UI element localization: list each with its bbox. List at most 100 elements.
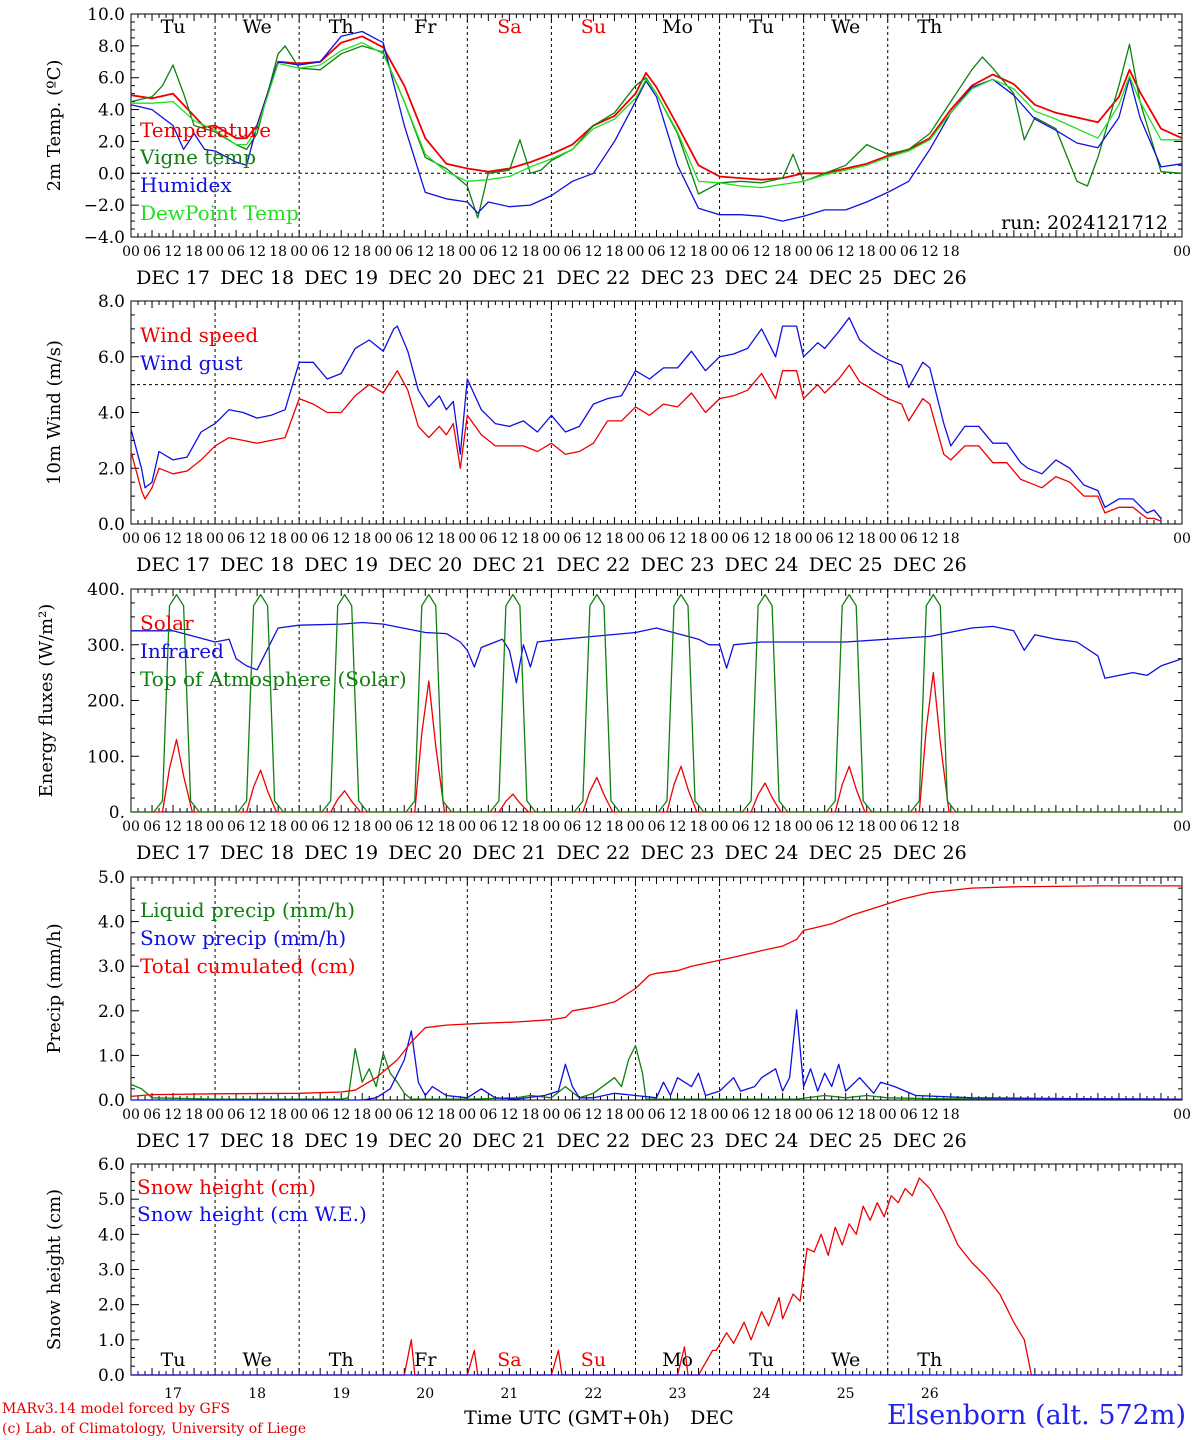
date-label: DEC 25 — [809, 267, 883, 289]
hour-tick-label: 18 — [858, 244, 876, 260]
y-axis-label: Energy fluxes (W/m²) — [36, 604, 57, 798]
model-credit: MARv3.14 model forced by GFS — [2, 1401, 231, 1417]
hour-tick-label: 00 — [1173, 244, 1191, 260]
hour-tick-label: 18 — [690, 244, 708, 260]
date-label: DEC 17 — [136, 842, 210, 864]
weekday-label: Th — [917, 1349, 942, 1371]
hour-tick-label: 06 — [900, 819, 918, 835]
hour-tick-label: 06 — [564, 531, 582, 547]
day-number-label: 18 — [248, 1386, 266, 1402]
series-line-wind-speed — [130, 364, 1162, 522]
legend-entry: Snow height (cm W.E.) — [137, 1202, 367, 1226]
y-tick-label: −2.0 — [84, 196, 125, 216]
hour-tick-label: 06 — [648, 531, 666, 547]
hour-tick-label: 00 — [795, 531, 813, 547]
series-line-infrared — [131, 621, 1183, 684]
hour-tick-label: 18 — [521, 1107, 539, 1123]
date-label: DEC 20 — [388, 554, 462, 576]
lab-credit: (c) Lab. of Climatology, University of L… — [2, 1421, 307, 1437]
hour-tick-label: 06 — [732, 244, 750, 260]
hour-tick-label: 06 — [311, 531, 329, 547]
y-tick-label: 3.0 — [98, 957, 125, 977]
weekday-label: Th — [329, 1349, 354, 1371]
y-tick-label: 4.0 — [98, 913, 125, 933]
hour-tick-label: 18 — [606, 1107, 624, 1123]
hour-tick-label: 06 — [143, 819, 161, 835]
hour-tick-label: 00 — [795, 244, 813, 260]
y-tick-label: 5.0 — [98, 1190, 125, 1210]
date-label: DEC 24 — [725, 267, 799, 289]
hour-tick-label: 00 — [795, 819, 813, 835]
hour-tick-label: 12 — [332, 244, 350, 260]
hour-tick-label: 18 — [185, 244, 203, 260]
hour-tick-label: 18 — [521, 244, 539, 260]
hour-tick-label: 06 — [564, 1107, 582, 1123]
hour-tick-label: 18 — [774, 1107, 792, 1123]
y-tick-label: 200. — [87, 692, 125, 712]
date-label: DEC 25 — [809, 554, 883, 576]
hour-tick-label: 00 — [290, 1107, 308, 1123]
y-tick-label: 0.0 — [98, 515, 125, 535]
hour-tick-label: 18 — [942, 1107, 960, 1123]
hour-tick-label: 00 — [1173, 531, 1191, 547]
weekday-label: Fr — [414, 1349, 437, 1371]
hour-tick-label: 00 — [711, 531, 729, 547]
hour-tick-label: 00 — [542, 819, 560, 835]
hour-tick-label: 18 — [690, 531, 708, 547]
hour-tick-label: 00 — [458, 819, 476, 835]
hour-tick-label: 06 — [732, 531, 750, 547]
hour-tick-label: 18 — [269, 1107, 287, 1123]
hour-tick-label: 12 — [753, 244, 771, 260]
hour-tick-label: 12 — [585, 244, 603, 260]
hour-tick-label: 00 — [627, 244, 645, 260]
hour-tick-label: 12 — [837, 244, 855, 260]
hour-tick-label: 12 — [669, 819, 687, 835]
hour-tick-label: 00 — [795, 1107, 813, 1123]
hour-tick-label: 12 — [248, 244, 266, 260]
hour-tick-label: 00 — [458, 244, 476, 260]
hour-tick-label: 06 — [816, 531, 834, 547]
plot-frame — [130, 300, 1183, 525]
day-number-label: 19 — [332, 1386, 350, 1402]
date-label: DEC 23 — [641, 554, 715, 576]
hour-tick-label: 12 — [585, 531, 603, 547]
hour-tick-label: 00 — [1173, 819, 1191, 835]
hour-tick-label: 18 — [606, 819, 624, 835]
weekday-label: Th — [329, 16, 354, 38]
weekday-label: Mo — [662, 1349, 693, 1371]
date-label: DEC 21 — [472, 554, 546, 576]
hour-tick-label: 12 — [164, 531, 182, 547]
hour-tick-label: 06 — [227, 819, 245, 835]
hour-tick-label: 18 — [942, 244, 960, 260]
time-axis-label: Time UTC (GMT+0h) — [464, 1407, 670, 1429]
date-label: DEC 22 — [557, 842, 631, 864]
hour-tick-label: 06 — [479, 819, 497, 835]
hour-tick-label: 12 — [164, 819, 182, 835]
hour-tick-label: 18 — [942, 531, 960, 547]
date-label: DEC 18 — [220, 267, 294, 289]
date-label: DEC 17 — [136, 267, 210, 289]
hour-tick-label: 00 — [627, 1107, 645, 1123]
hour-tick-label: 18 — [774, 819, 792, 835]
hour-tick-label: 00 — [122, 531, 140, 547]
day-number-label: 22 — [585, 1386, 603, 1402]
y-tick-label: 0. — [109, 803, 125, 823]
y-tick-label: 1.0 — [98, 1046, 125, 1066]
date-label: DEC 19 — [304, 1130, 378, 1152]
day-number-label: 26 — [921, 1386, 939, 1402]
series-line-snow-precip-mm-h- — [131, 1009, 1183, 1101]
panel-temp: 10.0 8.0 6.0 4.0 2.0 0.0 −2.0 −4.0 2m Temp. (ºC)… — [44, 5, 1191, 289]
date-label: DEC 23 — [641, 267, 715, 289]
date-label: DEC 26 — [893, 554, 967, 576]
legend-entry: Vigne temp — [139, 145, 256, 169]
hour-tick-label: 18 — [521, 531, 539, 547]
hour-tick-label: 18 — [858, 819, 876, 835]
weekday-label: Tu — [749, 16, 774, 38]
hour-tick-label: 00 — [542, 1107, 560, 1123]
hour-tick-label: 00 — [542, 244, 560, 260]
hour-tick-label: 12 — [921, 244, 939, 260]
hour-tick-label: 12 — [416, 531, 434, 547]
weekday-label: Th — [917, 16, 942, 38]
y-tick-label: 2.0 — [98, 459, 125, 479]
